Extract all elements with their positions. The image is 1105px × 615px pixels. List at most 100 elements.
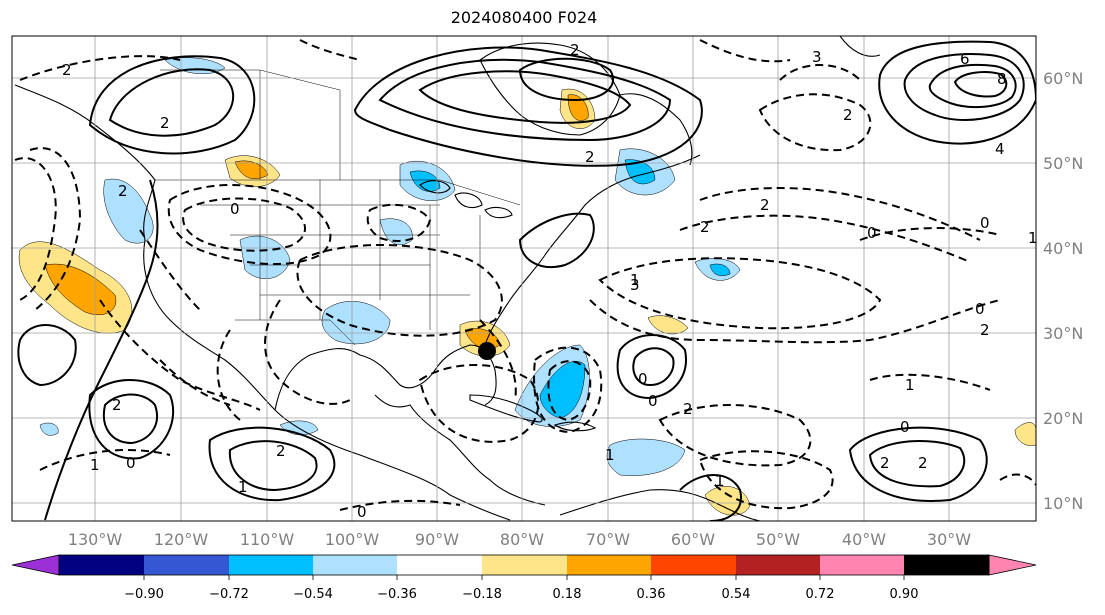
lat-label: 50°N [1043,154,1083,173]
shade-positive-region [1014,422,1036,446]
colorbar-segment [820,555,904,575]
contour-label: 0 [638,370,648,388]
colorbar-tick-label: −0.36 [377,587,417,602]
colorbar-tick-label: −0.18 [462,587,502,602]
colorbar-segment [313,555,397,575]
colorbar-segment [144,555,229,575]
positive-contours [17,40,1036,521]
shade-positive-region [647,315,689,335]
location-marker [478,342,496,360]
colorbar-tick-label: 0.90 [890,587,919,602]
colorbar-left-extend [11,554,60,576]
colorbar-right-extend [988,554,1037,576]
colorbar-frame [58,554,990,576]
colorbar-tick-label: 0.18 [553,587,582,602]
map-title: 2024080400 F024 [450,8,598,27]
colorbar-segment [651,555,736,575]
coastlines [14,36,881,521]
colorbar-tick-label: 0.54 [722,587,751,602]
colorbar-ticks [143,575,905,580]
contour-label: 0 [126,454,136,472]
shade-negative-core [539,361,586,419]
contour-label: 2 [880,454,890,472]
colorbar: −0.90 −0.72 −0.54 −0.36 −0.18 0.18 0.36 … [11,554,1037,602]
contour-label: 1 [715,472,725,490]
contour-label: 6 [960,50,970,68]
contour-label: 1 [630,271,640,289]
lat-label: 30°N [1043,324,1083,343]
contour-label: 1 [238,478,248,496]
contour-label: 2 [160,114,170,132]
contour-label: 2 [118,182,128,200]
contour-label: 0 [900,418,910,436]
state-borders [155,69,521,346]
shade-negative-region [39,422,59,436]
colorbar-segment [904,555,989,575]
lon-label: 120°W [154,530,209,549]
contour-label: 2 [918,454,928,472]
colorbar-tick-label: −0.54 [293,587,333,602]
contour-label: 2 [843,106,853,124]
contour-label: 8 [997,70,1007,88]
colorbar-segment [482,555,567,575]
lon-label: 80°W [500,530,544,549]
contour-label: 0 [230,200,240,218]
shade-negative-region [103,178,154,244]
longitude-labels: 130°W 120°W 110°W 100°W 90°W 80°W 70°W 6… [68,530,971,549]
contour-label-group: 2 2 2 2 2 6 8 4 3 2 2 1 1 1 2 2 3 0 0 0 … [62,41,1038,521]
lat-label: 60°N [1043,69,1083,88]
colorbar-tick-label: −0.72 [209,587,249,602]
contour-label: 2 [62,61,72,79]
map-area: 2 2 2 2 2 6 8 4 3 2 2 1 1 1 2 2 3 0 0 0 … [12,36,1038,521]
contour-label: 2 [276,442,286,460]
colorbar-tick-label: 0.72 [806,587,835,602]
lat-label: 20°N [1043,409,1083,428]
colorbar-segment [59,555,144,575]
contour-label: 3 [812,48,822,66]
contour-label: 2 [683,400,693,418]
contour-label: 2 [760,196,770,214]
contour-label: 2 [700,218,710,236]
contour-label: 2 [585,148,595,166]
lon-label: 50°W [756,530,800,549]
contour-label: 0 [648,392,658,410]
colorbar-segment [229,555,313,575]
map-frame [11,35,1037,522]
colorbar-segment [397,555,482,575]
contour-label: 2 [112,396,122,414]
contour-label: 2 [570,41,580,59]
contour-label: 2 [980,321,990,339]
contour-label: 1 [605,446,615,464]
contour-label: 0 [975,300,985,318]
contour-label: 3 [630,276,640,294]
contour-label: 0 [867,224,877,242]
contour-label: 1 [90,456,100,474]
lon-label: 110°W [240,530,295,549]
lat-label: 40°N [1043,239,1083,258]
colorbar-segment [567,555,651,575]
contour-label: 4 [995,140,1005,158]
shade-positive-core [567,94,589,121]
lon-label: 30°W [927,530,971,549]
negative-contours [14,39,1036,511]
contour-label: 0 [980,214,990,232]
lon-label: 70°W [586,530,630,549]
shade-negative-region [239,235,291,279]
shade-negative-core [624,159,656,185]
lon-label: 130°W [68,530,123,549]
contour-label: 0 [357,503,367,521]
contour-label: 1 [1028,229,1038,247]
shade-negative-region [379,218,413,245]
shade-negative-core [409,170,441,192]
lat-label: 10°N [1043,494,1083,513]
colorbar-tick-label: −0.90 [124,587,164,602]
shade-negative-region [606,438,686,476]
shade-negative-core [709,263,731,276]
colorbar-segment [736,555,820,575]
lon-label: 40°W [842,530,886,549]
lon-label: 100°W [325,530,380,549]
contour-label: 1 [905,376,915,394]
latitude-labels: 60°N 50°N 40°N 30°N 20°N 10°N [1043,69,1083,513]
gridlines [12,36,1036,521]
